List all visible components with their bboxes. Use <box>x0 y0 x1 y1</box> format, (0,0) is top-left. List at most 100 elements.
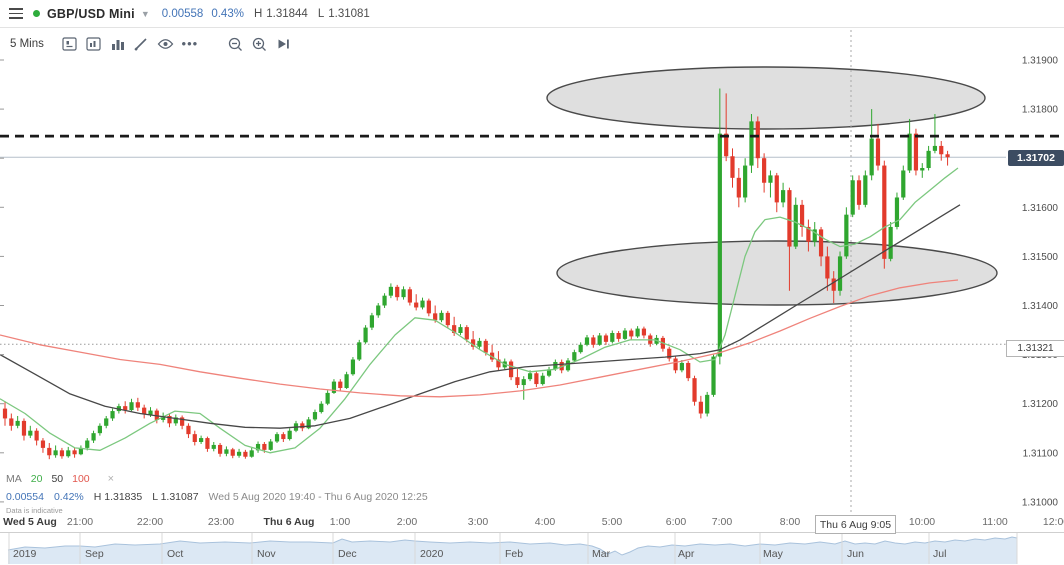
close-indicator-icon[interactable]: × <box>107 473 115 485</box>
candle-body <box>255 443 261 451</box>
go-to-latest-icon[interactable] <box>272 34 296 54</box>
candle-body <box>9 418 14 426</box>
candle-body <box>458 327 463 333</box>
navigator-month-label: Mar <box>592 548 611 560</box>
ma-line-ma-20 <box>0 167 959 454</box>
more-options-icon[interactable]: ••• <box>181 36 199 51</box>
candle-body <box>610 332 615 342</box>
eye-icon[interactable] <box>154 34 178 54</box>
time-axis-label: 21:00 <box>66 516 94 528</box>
navigator-sparkline[interactable] <box>0 533 1064 564</box>
candle-body <box>521 379 526 386</box>
candle-body <box>496 359 501 368</box>
candle-body <box>66 450 71 457</box>
candle-body <box>945 154 950 158</box>
interval-button[interactable]: 5 Mins <box>10 38 44 50</box>
last-price-badge: 1.31702 <box>1008 150 1064 166</box>
time-axis-label: 11:00 <box>982 516 1008 528</box>
session-info-line: 0.00554 0.42% H 1.31835 L 1.31087 Wed 5 … <box>6 491 428 503</box>
session-range: Wed 5 Aug 2020 19:40 - Thu 6 Aug 2020 12… <box>208 491 428 503</box>
chart-toolbar: 5 Mins ••• <box>10 33 296 55</box>
candle-body <box>907 133 912 171</box>
low-value: 1.31081 <box>328 7 370 20</box>
candle-body <box>597 335 602 345</box>
candle-body <box>401 289 406 298</box>
candle-body <box>837 256 843 291</box>
candle-body <box>28 430 33 436</box>
candle-body <box>534 373 539 385</box>
indicators-icon[interactable] <box>82 34 106 54</box>
ma-legend: MA 20 50 100 × <box>6 473 114 485</box>
market-open-dot-icon <box>33 10 40 17</box>
high-label: H <box>253 7 263 20</box>
candle-body <box>395 286 400 298</box>
candle-body <box>268 441 273 450</box>
candle-body <box>224 449 229 454</box>
navigator-month-label: 2020 <box>420 548 444 560</box>
candle-body <box>180 417 185 426</box>
drawing-tools-icon[interactable] <box>130 34 154 54</box>
candle-body <box>357 342 362 360</box>
range-navigator[interactable]: 2019 Sep Oct Nov Dec 2020 Feb Mar Apr May Jun Jul <box>0 532 1064 564</box>
candle-body <box>572 352 577 361</box>
candle-body <box>97 425 102 434</box>
candle-body <box>420 300 425 308</box>
candle-body <box>382 295 387 306</box>
zoom-in-icon[interactable] <box>248 34 272 54</box>
candle-body <box>515 377 520 386</box>
candle-body <box>129 402 134 411</box>
time-axis-label: 5:00 <box>601 516 623 528</box>
candle-body <box>300 423 305 429</box>
candle-body <box>787 190 792 247</box>
session-change-pct: 0.42% <box>53 491 84 503</box>
candle-body <box>414 302 419 308</box>
candle-body <box>477 340 482 347</box>
candle-body <box>376 305 381 316</box>
candle-body <box>388 286 393 296</box>
candle-body <box>464 327 469 340</box>
candle-body <box>167 415 172 424</box>
candle-body <box>686 362 691 379</box>
navigator-month-label: Dec <box>338 548 357 560</box>
candle-body <box>888 226 893 259</box>
candle-body <box>40 440 46 448</box>
navigator-month-label: Feb <box>505 548 524 560</box>
price-axis-label: 1.31200 <box>1022 399 1059 410</box>
candle-body <box>736 177 741 198</box>
chart-type-icon[interactable] <box>58 34 82 54</box>
candle-body <box>875 138 881 166</box>
candle-body <box>281 434 286 440</box>
candle-body <box>863 175 868 205</box>
candle-body <box>407 289 412 303</box>
candle-body <box>755 121 760 159</box>
zoom-out-icon[interactable] <box>224 34 248 54</box>
menu-icon[interactable] <box>9 8 23 19</box>
candle-body <box>641 328 647 336</box>
candle-body <box>47 447 52 456</box>
candle-body <box>603 335 609 342</box>
ma-line-ma-50 <box>0 204 961 429</box>
candle-body <box>433 313 438 321</box>
candle-body <box>217 444 223 454</box>
candle-body <box>426 300 431 314</box>
session-low: L 1.31087 <box>152 491 199 503</box>
candle-body <box>59 450 65 457</box>
candle-body <box>34 430 39 441</box>
volume-chart-icon[interactable] <box>106 34 130 54</box>
candle-body <box>91 433 96 441</box>
time-axis[interactable]: Wed 5 Aug 21:00 22:00 23:00 Thu 6 Aug 1:00 2:0… <box>0 513 1064 532</box>
navigator-month-label: Jun <box>847 548 864 560</box>
candle-body <box>780 190 786 203</box>
candle-body <box>622 330 628 339</box>
candle-body <box>249 450 254 457</box>
candle-body <box>186 425 191 435</box>
chevron-down-icon[interactable]: ▼ <box>140 8 150 19</box>
candle-body <box>85 440 90 448</box>
ma-indicator-label: MA <box>6 473 22 485</box>
time-axis-label: 3:00 <box>467 516 489 528</box>
candle-body <box>161 415 166 420</box>
high-value: 1.31844 <box>266 7 308 20</box>
highlight-ellipse-2 <box>556 240 998 306</box>
